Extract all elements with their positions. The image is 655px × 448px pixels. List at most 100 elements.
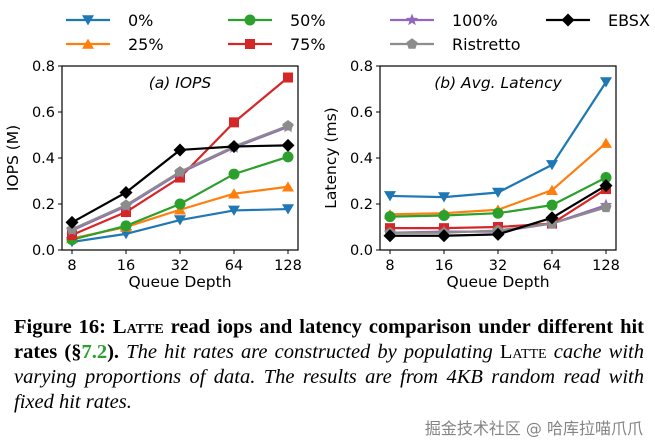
x-axis-label: Queue Depth — [446, 273, 549, 291]
data-point — [282, 120, 294, 131]
x-tick-label: 64 — [543, 258, 561, 274]
x-tick-label: 64 — [225, 258, 243, 274]
legend-label: EBSX — [608, 11, 650, 30]
data-point — [545, 211, 559, 225]
legend-item: 75% — [228, 35, 326, 54]
legend-marker — [406, 38, 418, 49]
y-axis-label: Latency (ms) — [322, 107, 340, 208]
data-point — [438, 210, 450, 221]
data-point — [437, 229, 451, 243]
series-50pct — [384, 172, 612, 223]
data-point — [120, 220, 132, 232]
legend-label: 100% — [452, 11, 498, 30]
series-0pct — [384, 77, 612, 203]
legend-marker — [82, 38, 94, 49]
legend: 0% 50% 100% EBSX 25% 75% Ristretto — [66, 11, 650, 54]
x-tick-label: 128 — [274, 258, 302, 274]
x-tick-label: 8 — [67, 258, 76, 274]
series-25pct — [66, 181, 294, 244]
data-point — [174, 215, 186, 226]
legend-label: 50% — [290, 11, 326, 30]
data-point — [546, 199, 558, 211]
figure-caption: Figure 16: Latte read iops and latency c… — [14, 315, 644, 415]
x-tick-label: 16 — [117, 258, 135, 274]
chart-latency: 0.0 0.2 0.4 0.6 0.8 8 16 32 64 128 Queue Depth Late… — [322, 59, 620, 291]
legend-item: 100% — [390, 11, 498, 30]
legend-marker — [561, 13, 575, 27]
data-point — [175, 172, 185, 183]
y-tick-label: 0.6 — [32, 105, 55, 121]
x-tick-label: 128 — [592, 258, 620, 274]
legend-label: 75% — [290, 35, 326, 54]
series-ebsx — [383, 179, 613, 243]
data-point — [383, 229, 397, 243]
y-tick-label: 0.6 — [350, 105, 373, 121]
legend-item: 25% — [66, 35, 164, 54]
data-point — [600, 201, 612, 213]
data-point — [282, 151, 294, 163]
x-axis-label: Queue Depth — [128, 273, 231, 291]
data-point — [121, 207, 131, 218]
data-point — [282, 204, 294, 215]
chart-iops: 0.0 0.2 0.4 0.6 0.8 8 16 32 64 128 Queue Depth IOPS… — [4, 59, 302, 291]
data-point — [174, 166, 186, 177]
data-point — [384, 191, 396, 202]
legend-marker — [244, 14, 256, 26]
data-point — [283, 72, 293, 83]
y-axis-label: IOPS (M) — [4, 125, 22, 191]
y-tick-label: 0.4 — [32, 151, 55, 167]
data-point — [492, 207, 504, 219]
legend-item: EBSX — [546, 11, 650, 30]
data-point — [67, 230, 77, 241]
caption-latte: Latte — [112, 316, 164, 338]
legend-item: 50% — [228, 11, 326, 30]
data-point — [384, 211, 396, 223]
data-point — [228, 188, 240, 199]
caption-italic-2: cache with varying proportions of data. … — [14, 341, 644, 413]
legend-label: 0% — [128, 11, 153, 30]
chart-title: (a) IOPS — [149, 74, 212, 92]
caption-bold-end: ). — [107, 341, 120, 363]
data-point — [119, 186, 133, 199]
y-tick-label: 0.8 — [350, 59, 373, 75]
x-tick-label: 32 — [171, 258, 189, 274]
data-point — [600, 137, 612, 148]
data-point — [281, 138, 295, 152]
data-point — [600, 77, 612, 88]
x-tick-label: 8 — [385, 258, 394, 274]
data-point — [492, 187, 504, 198]
data-point — [438, 192, 450, 203]
data-point — [282, 181, 294, 192]
caption-latte-2: Latte — [499, 341, 547, 363]
watermark: 掘金技术社区 @ 哈库拉喵爪爪 — [424, 419, 643, 438]
legend-marker — [82, 15, 94, 26]
data-point — [227, 140, 241, 153]
legend-marker — [405, 13, 419, 26]
x-tick-label: 16 — [435, 258, 453, 274]
data-point — [491, 227, 505, 241]
chart-title: (b) Avg. Latency — [434, 74, 562, 92]
x-tick-label: 32 — [489, 258, 507, 274]
y-tick-label: 0.2 — [32, 197, 55, 213]
legend-label: Ristretto — [452, 35, 521, 54]
data-point — [120, 199, 132, 210]
data-point — [65, 215, 79, 229]
caption-section-ref[interactable]: 7.2 — [81, 341, 108, 363]
y-tick-label: 0.8 — [32, 59, 55, 75]
data-point — [546, 184, 558, 195]
data-point — [546, 160, 558, 171]
legend-item: Ristretto — [390, 35, 521, 54]
data-point — [173, 143, 187, 157]
caption-label: Figure 16: — [14, 316, 113, 338]
series-75pct — [67, 72, 293, 241]
y-tick-label: 0.4 — [350, 151, 373, 167]
caption-bold-text: read iops and latency comparison under d… — [14, 316, 644, 363]
data-point — [174, 198, 186, 210]
y-tick-label: 0.0 — [350, 243, 373, 259]
series-line — [389, 81, 607, 199]
y-tick-label: 0.2 — [350, 197, 373, 213]
series-50pct — [66, 151, 294, 246]
data-point — [599, 179, 613, 193]
data-point — [228, 205, 240, 216]
